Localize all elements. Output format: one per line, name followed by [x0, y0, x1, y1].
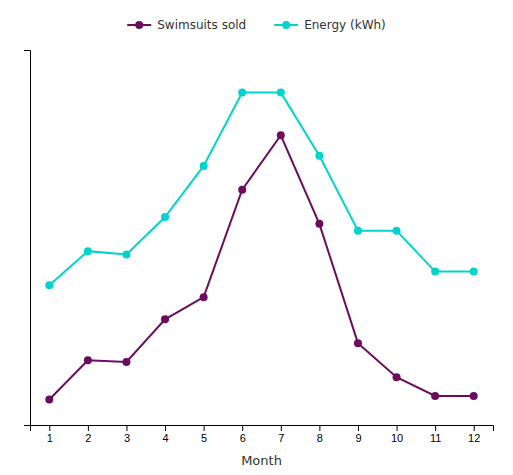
series-marker [238, 186, 246, 194]
series-marker [277, 89, 285, 97]
x-tick-label: 3 [124, 432, 130, 444]
series-line [49, 93, 473, 286]
x-tick: 10 [391, 425, 403, 444]
series-marker [200, 162, 208, 170]
x-tick-mark [242, 425, 243, 431]
series-marker [354, 339, 362, 347]
x-tick: 6 [240, 425, 246, 444]
series-marker [122, 358, 130, 366]
x-tick: 9 [355, 425, 361, 444]
x-tick-label: 6 [240, 432, 246, 444]
x-tick-mark [281, 425, 282, 431]
x-tick-mark [474, 425, 475, 431]
x-axis-line [31, 426, 494, 432]
x-tick-mark [204, 425, 205, 431]
x-tick-label: 12 [468, 432, 480, 444]
series-marker [431, 268, 439, 276]
x-tick-mark [88, 425, 89, 431]
x-tick-label: 7 [278, 432, 284, 444]
series-marker [122, 251, 130, 259]
legend-marker [135, 21, 143, 29]
legend-marker [282, 21, 290, 29]
series-marker [161, 213, 169, 221]
series-marker [431, 392, 439, 400]
x-tick: 11 [430, 425, 441, 444]
x-tick-mark [435, 425, 436, 431]
series-marker [200, 293, 208, 301]
y-axis [24, 51, 31, 426]
series-marker [354, 227, 362, 235]
x-tick-mark [49, 425, 50, 431]
x-tick: 2 [85, 425, 91, 444]
series-marker [84, 247, 92, 255]
series-marker [277, 131, 285, 139]
x-tick-mark [165, 425, 166, 431]
legend-item: Energy (kWh) [274, 18, 386, 32]
x-tick-mark [397, 425, 398, 431]
x-tick-mark [126, 425, 127, 431]
series-marker [45, 395, 53, 403]
x-tick: 4 [162, 425, 168, 444]
x-axis: 123456789101112 [31, 425, 494, 444]
x-tick-label: 5 [201, 432, 207, 444]
x-tick-label: 10 [391, 432, 403, 444]
series-marker [393, 227, 401, 235]
plot-area: 123456789101112Month [24, 51, 494, 469]
x-tick-label: 11 [430, 432, 441, 444]
series-marker [45, 281, 53, 289]
series-marker [315, 152, 323, 160]
x-tick-label: 4 [162, 432, 168, 444]
series-line [49, 135, 473, 399]
legend: Swimsuits sold Energy (kWh) [127, 18, 386, 32]
legend-label: Energy (kWh) [304, 18, 386, 32]
x-tick-label: 1 [47, 432, 53, 444]
x-tick: 8 [317, 425, 323, 444]
chart: 123456789101112MonthSwimsuits soldEnergy… [0, 0, 513, 475]
series-marker [315, 220, 323, 228]
x-tick: 1 [47, 425, 53, 444]
x-tick-label: 2 [85, 432, 91, 444]
series-marker [238, 89, 246, 97]
series-marker [470, 392, 478, 400]
series-marker [470, 268, 478, 276]
x-tick: 12 [468, 425, 480, 444]
series-marker [393, 373, 401, 381]
legend-item: Swimsuits sold [127, 18, 246, 32]
series-marker [84, 356, 92, 364]
marks [45, 89, 477, 404]
x-axis-title: Month [241, 453, 282, 468]
x-tick: 5 [201, 425, 207, 444]
x-tick-mark [319, 425, 320, 431]
legend-label: Swimsuits sold [157, 18, 246, 32]
x-tick: 3 [124, 425, 130, 444]
x-tick-label: 9 [355, 432, 361, 444]
x-tick-label: 8 [317, 432, 323, 444]
y-axis-line [24, 51, 31, 426]
series-marker [161, 315, 169, 323]
x-tick: 7 [278, 425, 284, 444]
x-tick-mark [358, 425, 359, 431]
